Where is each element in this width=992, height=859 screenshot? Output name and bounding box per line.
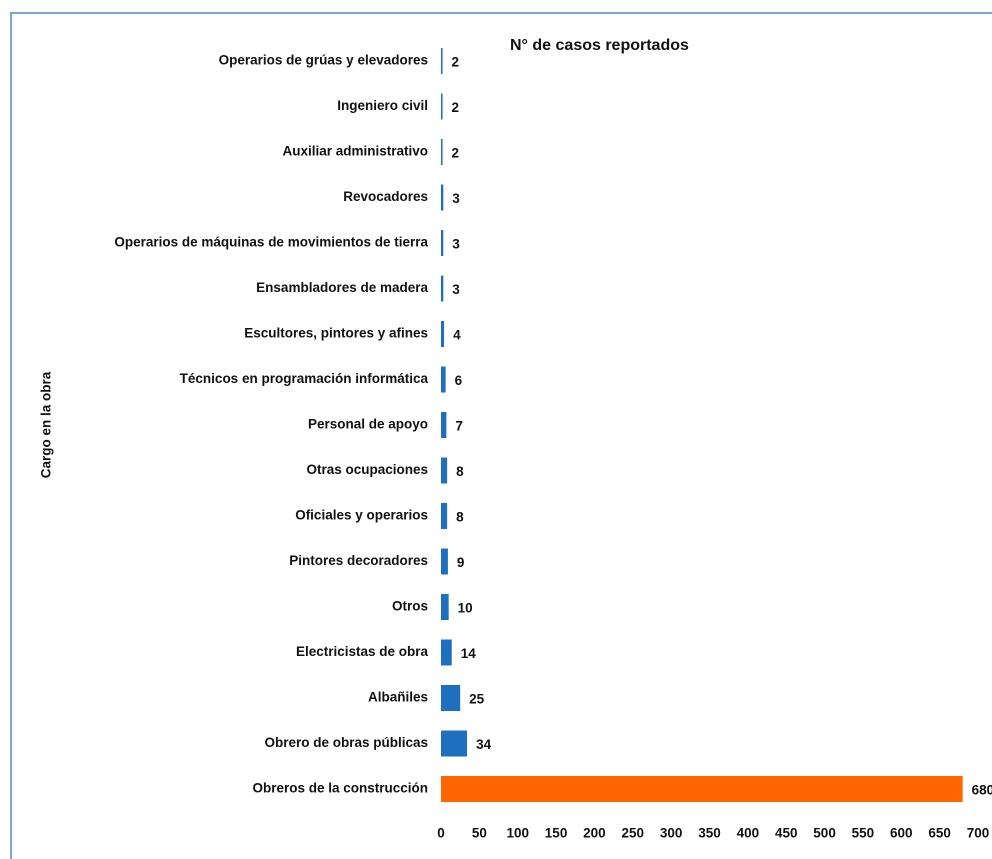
x-tick-label: 300 <box>660 826 683 841</box>
y-tick-label: Electricistas de obra <box>296 644 429 659</box>
data-label: 8 <box>456 464 464 479</box>
x-tick-label: 200 <box>583 826 606 841</box>
data-label: 34 <box>476 737 492 752</box>
data-label: 8 <box>456 510 464 525</box>
bar <box>441 139 443 165</box>
bar <box>441 93 443 120</box>
bar <box>441 48 443 74</box>
x-tick-label: 350 <box>698 826 721 841</box>
data-label: 3 <box>452 237 460 252</box>
frame <box>10 12 992 859</box>
y-tick-label: Albañiles <box>368 690 428 705</box>
y-tick-label: Técnicos en programación informática <box>180 371 429 386</box>
bar <box>441 366 446 393</box>
y-tick-label: Oficiales y operarios <box>295 508 428 523</box>
y-tick-label: Ensambladores de madera <box>256 280 428 295</box>
data-label: 3 <box>452 191 460 206</box>
data-label: 3 <box>452 282 460 297</box>
data-label: 25 <box>469 692 485 707</box>
y-tick-label: Revocadores <box>343 189 428 204</box>
bar <box>441 457 448 484</box>
x-tick-label: 500 <box>813 826 836 841</box>
y-tick-label: Obrero de obras públicas <box>264 735 428 750</box>
data-label: 14 <box>461 646 477 661</box>
x-tick-label: 150 <box>545 826 568 841</box>
y-tick-label: Operarios de máquinas de movimientos de … <box>114 235 428 250</box>
x-tick-label: 50 <box>472 826 487 841</box>
bar <box>441 685 461 711</box>
bar <box>441 184 444 211</box>
data-label: 10 <box>458 601 473 616</box>
bar <box>441 776 963 802</box>
y-tick-label: Pintores decoradores <box>289 553 428 568</box>
data-label: 4 <box>453 328 461 343</box>
x-tick-label: 400 <box>737 826 760 841</box>
bar <box>441 503 448 529</box>
chart-title: N° de casos reportados <box>510 37 689 54</box>
bar <box>441 275 444 302</box>
bar <box>441 321 445 347</box>
data-label: 2 <box>452 100 460 115</box>
bar <box>441 412 447 438</box>
bar <box>441 230 444 256</box>
y-tick-label: Otras ocupaciones <box>306 462 428 477</box>
data-label: 2 <box>452 55 460 70</box>
x-tick-label: 600 <box>890 826 913 841</box>
bar <box>441 594 449 620</box>
x-tick-label: 650 <box>928 826 951 841</box>
y-tick-label: Ingeniero civil <box>337 98 428 113</box>
y-axis-label: Cargo en la obra <box>39 371 54 478</box>
y-tick-label: Auxiliar administrativo <box>282 144 428 159</box>
x-tick-label: 0 <box>437 826 445 841</box>
x-tick-label: 100 <box>506 826 529 841</box>
data-label: 2 <box>452 146 460 161</box>
x-tick-label: 450 <box>775 826 798 841</box>
y-tick-label: Escultores, pintores y afines <box>244 326 428 341</box>
x-tick-label: 700 <box>967 826 990 841</box>
y-tick-label: Operarios de grúas y elevadores <box>219 53 428 68</box>
x-tick-label: 550 <box>852 826 875 841</box>
data-label: 7 <box>455 419 463 434</box>
data-label: 6 <box>455 373 463 388</box>
bar <box>441 730 468 757</box>
y-tick-label: Otros <box>392 599 428 614</box>
data-label: 9 <box>457 555 465 570</box>
y-tick-label: Personal de apoyo <box>308 417 428 432</box>
y-tick-label: Obreros de la construcción <box>252 781 428 796</box>
bar <box>441 548 448 575</box>
x-tick-label: 250 <box>622 826 645 841</box>
bar <box>441 639 452 666</box>
data-label: 680 <box>972 783 992 798</box>
